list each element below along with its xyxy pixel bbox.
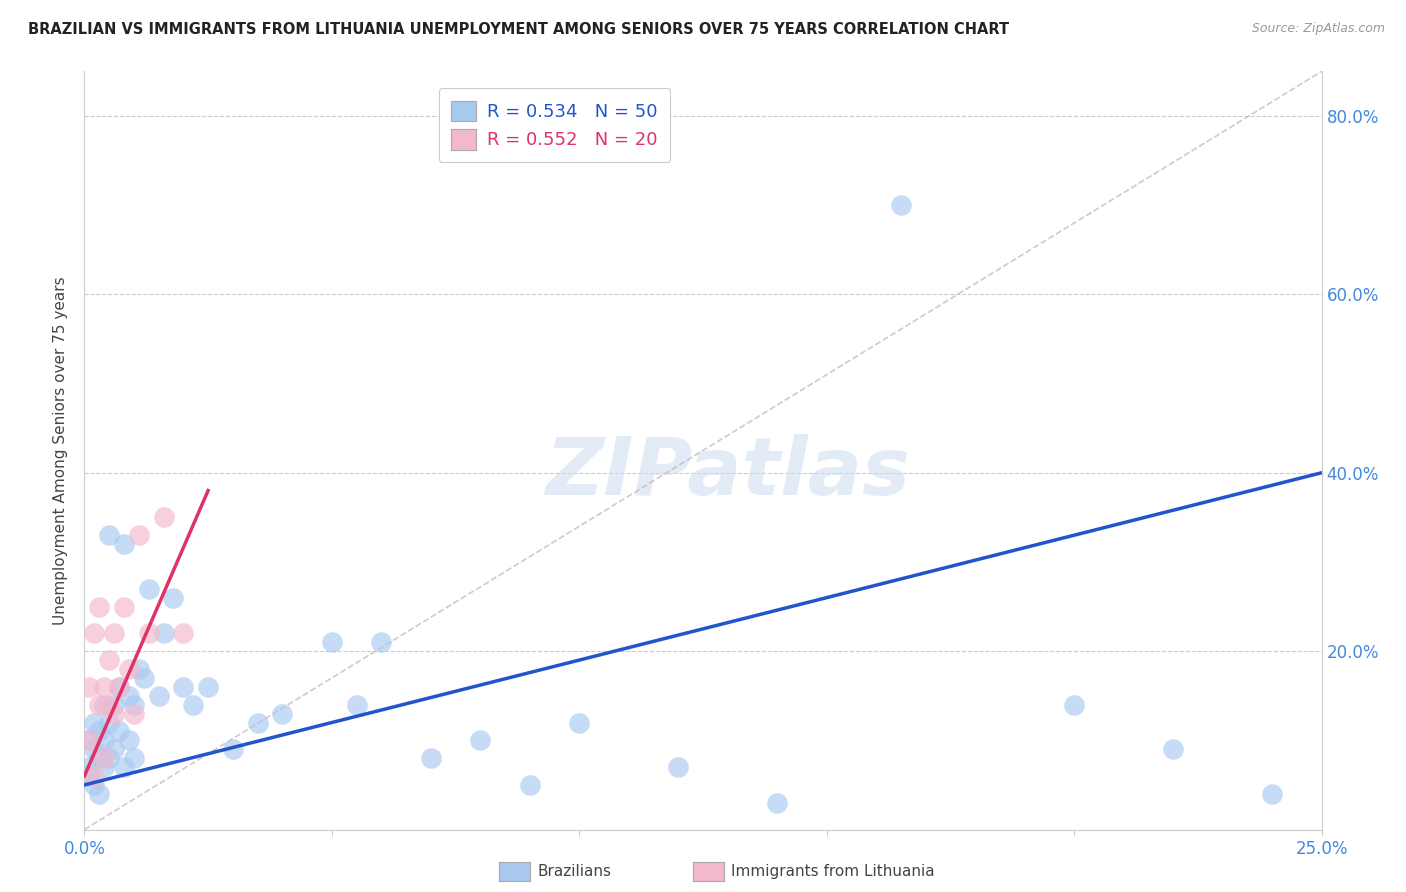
Point <box>83 778 105 792</box>
Point <box>152 626 174 640</box>
Point <box>89 599 111 614</box>
Point <box>271 706 294 721</box>
Point <box>181 698 204 712</box>
Point <box>108 680 131 694</box>
Point <box>122 751 145 765</box>
Point <box>79 733 101 747</box>
Point <box>89 751 111 765</box>
Point <box>103 698 125 712</box>
Text: ZIPatlas: ZIPatlas <box>546 434 910 512</box>
Point <box>118 733 141 747</box>
Point <box>112 599 135 614</box>
Point <box>83 715 105 730</box>
Point <box>103 742 125 756</box>
Point <box>98 528 121 542</box>
Point <box>103 626 125 640</box>
Point <box>83 742 105 756</box>
Point <box>152 510 174 524</box>
Point <box>118 689 141 703</box>
Point <box>93 680 115 694</box>
Point <box>103 706 125 721</box>
Point <box>132 671 155 685</box>
Point <box>128 662 150 676</box>
Text: Brazilians: Brazilians <box>537 864 612 879</box>
Point <box>890 198 912 212</box>
Point <box>172 626 194 640</box>
Point <box>83 626 105 640</box>
Point <box>112 537 135 551</box>
Y-axis label: Unemployment Among Seniors over 75 years: Unemployment Among Seniors over 75 years <box>53 277 69 624</box>
Text: Source: ZipAtlas.com: Source: ZipAtlas.com <box>1251 22 1385 36</box>
Point <box>89 724 111 739</box>
Point <box>419 751 441 765</box>
Point <box>98 698 121 712</box>
Point <box>122 698 145 712</box>
Text: Immigrants from Lithuania: Immigrants from Lithuania <box>731 864 935 879</box>
Point <box>89 698 111 712</box>
Point <box>112 760 135 774</box>
Point <box>98 751 121 765</box>
Text: BRAZILIAN VS IMMIGRANTS FROM LITHUANIA UNEMPLOYMENT AMONG SENIORS OVER 75 YEARS : BRAZILIAN VS IMMIGRANTS FROM LITHUANIA U… <box>28 22 1010 37</box>
Point <box>98 653 121 667</box>
Point <box>162 591 184 605</box>
Point <box>98 715 121 730</box>
Point <box>79 680 101 694</box>
Point <box>122 706 145 721</box>
Point <box>470 733 492 747</box>
Point <box>1261 787 1284 801</box>
Point <box>79 760 101 774</box>
Point <box>666 760 689 774</box>
Point <box>346 698 368 712</box>
Legend: R = 0.534   N = 50, R = 0.552   N = 20: R = 0.534 N = 50, R = 0.552 N = 20 <box>439 88 671 162</box>
Point <box>1161 742 1184 756</box>
Point <box>93 698 115 712</box>
Point <box>138 582 160 596</box>
Point <box>128 528 150 542</box>
Point <box>79 769 101 783</box>
Point <box>83 769 105 783</box>
Point <box>370 635 392 649</box>
Point <box>118 662 141 676</box>
Point <box>321 635 343 649</box>
Point <box>93 751 115 765</box>
Point <box>138 626 160 640</box>
Point <box>148 689 170 703</box>
Point <box>79 733 101 747</box>
Point <box>1063 698 1085 712</box>
Point <box>108 724 131 739</box>
Point <box>222 742 245 756</box>
Point <box>172 680 194 694</box>
Point <box>93 760 115 774</box>
Point <box>108 680 131 694</box>
Point <box>519 778 541 792</box>
Point <box>89 787 111 801</box>
Point <box>246 715 269 730</box>
Point <box>93 733 115 747</box>
Point <box>766 796 789 810</box>
Point <box>197 680 219 694</box>
Point <box>568 715 591 730</box>
